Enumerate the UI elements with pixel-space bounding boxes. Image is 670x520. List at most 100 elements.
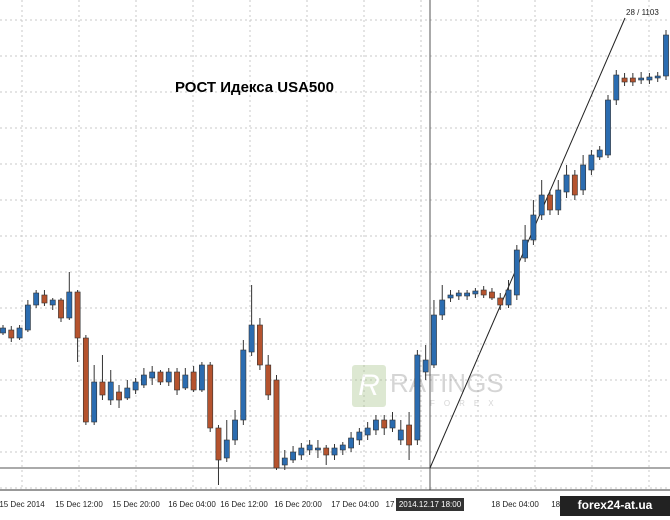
candle-body	[629, 77, 636, 83]
time-label: 16 Dec 04:00	[168, 500, 216, 509]
candle-body	[331, 447, 338, 456]
candle-body	[281, 457, 288, 466]
candle-body	[522, 239, 529, 259]
candle-body	[66, 291, 73, 319]
candle-body	[663, 34, 669, 77]
candle-body	[265, 364, 272, 396]
time-label: 16 Dec 12:00	[220, 500, 268, 509]
candle-body	[530, 214, 537, 241]
chart-title: РОСТ Идекса USA500	[175, 79, 334, 96]
candle-body	[580, 164, 587, 191]
crosshair-time-box	[396, 498, 464, 511]
candle-body	[190, 371, 197, 391]
candle-body	[58, 299, 64, 319]
candle-body	[571, 174, 578, 196]
candle-body	[74, 291, 81, 339]
candle-body	[422, 359, 429, 373]
candle-body	[232, 419, 238, 441]
candle-body	[298, 447, 305, 456]
watermark-letter: R	[358, 369, 380, 402]
time-label: 15 Dec 2014	[0, 500, 45, 509]
candle-body	[223, 439, 230, 459]
candle-body	[613, 74, 620, 101]
candle-body	[107, 381, 114, 401]
candle-body	[431, 314, 437, 366]
time-axis	[0, 490, 670, 520]
candle-body	[339, 444, 346, 451]
candle-body	[41, 294, 48, 304]
time-label: 17 Dec 04:00	[331, 500, 379, 509]
time-labels: 15 Dec 2014 15 Dec 12:00 15 Dec 20:00 16 De…	[0, 496, 670, 516]
candle-body	[199, 364, 205, 391]
candle-body	[132, 381, 139, 391]
candle-body	[215, 427, 222, 461]
candle-body	[480, 289, 487, 296]
candle-body	[381, 419, 388, 429]
candle-body	[464, 292, 470, 297]
candle-body	[373, 419, 379, 431]
candle-body	[547, 194, 553, 211]
candle-body	[290, 451, 296, 461]
candle-body	[174, 371, 180, 391]
candle-body	[257, 324, 263, 366]
candle-body	[165, 371, 172, 383]
candle-body	[563, 174, 570, 193]
candle-body	[638, 77, 645, 81]
candle-body	[273, 379, 280, 469]
candle-body	[248, 324, 255, 353]
candle-body	[439, 299, 446, 316]
candle-body	[82, 337, 89, 423]
candle-body	[497, 297, 504, 306]
candles	[0, 30, 669, 485]
candle-body	[240, 349, 247, 421]
candle-body	[356, 431, 363, 441]
watermark-text: RATINGS	[390, 368, 504, 398]
time-label: 15 Dec 12:00	[55, 500, 103, 509]
candle-body	[538, 194, 545, 216]
candle-body	[406, 424, 412, 446]
candle-body	[364, 427, 371, 436]
candle-body	[505, 289, 512, 306]
candle-body	[124, 387, 131, 399]
candle-body	[207, 364, 214, 429]
time-label: 18 Dec 04:00	[491, 500, 539, 509]
source-label: forex24-at.ua	[578, 498, 653, 512]
candle-body	[605, 99, 611, 156]
time-label: 15 Dec 20:00	[112, 500, 160, 509]
candle-body	[555, 189, 562, 211]
candle-body	[455, 292, 462, 297]
candle-body	[24, 304, 31, 331]
candle-body	[0, 327, 6, 334]
candle-body	[315, 447, 321, 451]
watermark-logo	[352, 365, 386, 407]
candle-body	[389, 419, 396, 429]
candle-body	[472, 290, 479, 295]
candle-body	[306, 444, 313, 451]
crosshair-time-label: 2014.12.17 18:00	[399, 500, 462, 509]
candle-body	[621, 77, 628, 83]
candle-body	[140, 374, 147, 386]
watermark: R RATINGS FOREX	[352, 365, 504, 408]
candle-body	[596, 149, 603, 158]
watermark-subtext: FOREX	[430, 399, 503, 408]
candle-body	[397, 429, 404, 441]
candle-body	[182, 374, 189, 389]
candle-body	[99, 381, 106, 396]
candle-body	[157, 371, 164, 383]
corner-label: 28 / 1103	[626, 8, 659, 17]
candle-body	[149, 371, 156, 379]
candle-body	[348, 437, 354, 449]
candle-body	[91, 381, 98, 423]
candle-body	[33, 292, 40, 306]
candle-body	[8, 329, 15, 339]
candle-body	[414, 354, 421, 441]
source-box	[560, 496, 670, 516]
grid	[0, 0, 670, 490]
candle-body	[447, 294, 454, 299]
candle-body	[49, 299, 56, 306]
candle-body	[323, 447, 330, 456]
candle-body	[513, 249, 520, 296]
plot-area	[0, 0, 670, 490]
candle-body	[116, 391, 122, 401]
